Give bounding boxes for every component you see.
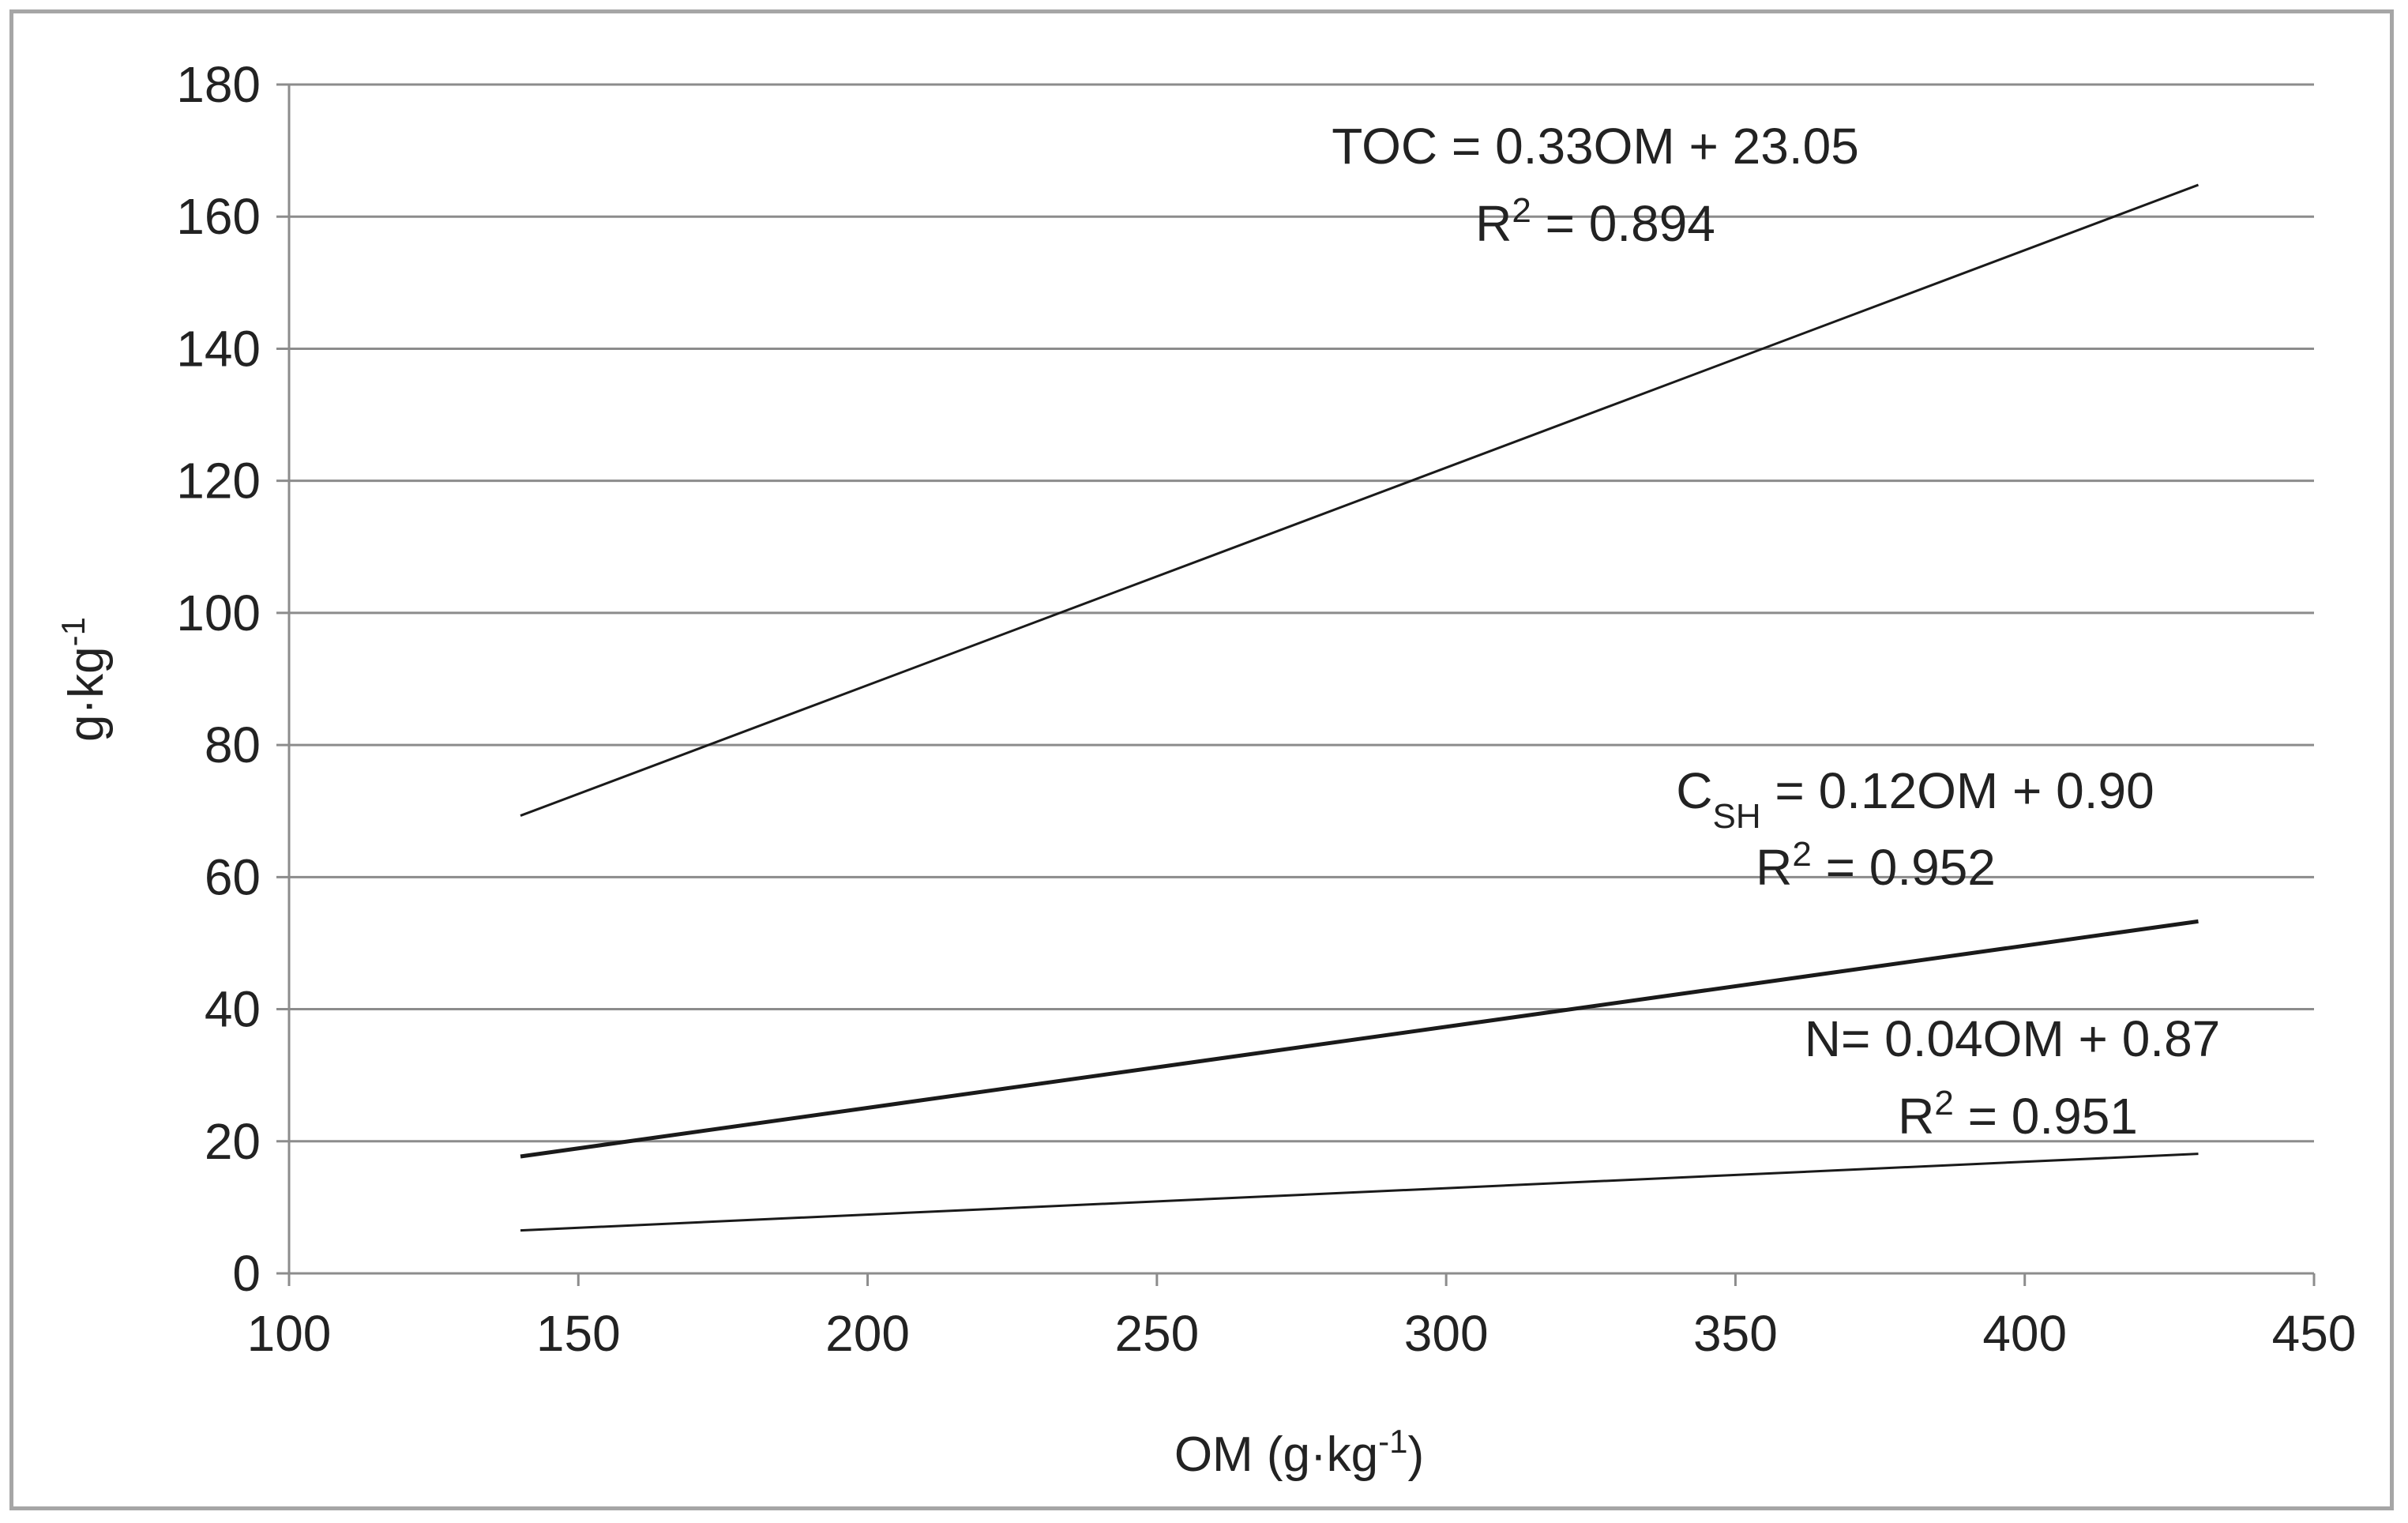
y-tick-label-140: 140 — [176, 320, 261, 377]
series-line-n — [520, 1153, 2199, 1232]
n-r2-label: R2 = 0.951 — [1898, 1084, 2138, 1145]
series-line-toc — [520, 183, 2200, 817]
y-tick-label-120: 120 — [176, 453, 261, 510]
y-tick-label-40: 40 — [205, 981, 261, 1038]
tick-labels: 0 20 40 60 80 100 120 140 160 180 100 150 200 250 300 3… — [176, 56, 2356, 1362]
y-axis-title: g·kg-1 — [54, 617, 115, 742]
x-tick-label-150: 150 — [536, 1305, 621, 1362]
x-tick-label-250: 250 — [1114, 1305, 1199, 1362]
series-lines — [520, 183, 2200, 1232]
x-tick-label-300: 300 — [1404, 1305, 1489, 1362]
y-tick-label-60: 60 — [205, 848, 261, 905]
x-tick-label-200: 200 — [825, 1305, 910, 1362]
x-tick-label-350: 350 — [1693, 1305, 1778, 1362]
y-tick-label-160: 160 — [176, 188, 261, 245]
toc-r2-label: R2 = 0.894 — [1475, 191, 1715, 253]
x-axis-title: OM (g·kg-1) — [1174, 1423, 1424, 1483]
y-tick-label-0: 0 — [232, 1245, 261, 1302]
axes — [276, 85, 2316, 1286]
x-tick-label-400: 400 — [1982, 1305, 2067, 1362]
csh-r2-label: R2 = 0.952 — [1756, 835, 1996, 897]
y-tick-label-80: 80 — [205, 716, 261, 773]
n-equation-label: N= 0.04OM + 0.87 — [1805, 1010, 2221, 1067]
x-tick-label-450: 450 — [2272, 1305, 2357, 1362]
y-tick-label-20: 20 — [205, 1113, 261, 1170]
series-line-csh — [520, 919, 2199, 1159]
y-tick-label-180: 180 — [176, 56, 261, 113]
x-tick-label-100: 100 — [247, 1305, 332, 1362]
y-tick-label-100: 100 — [176, 585, 261, 641]
toc-equation-label: TOC = 0.33OM + 23.05 — [1332, 118, 1859, 175]
gridlines — [276, 83, 2314, 1143]
csh-equation-label: CSH = 0.12OM + 0.90 — [1676, 762, 2154, 836]
